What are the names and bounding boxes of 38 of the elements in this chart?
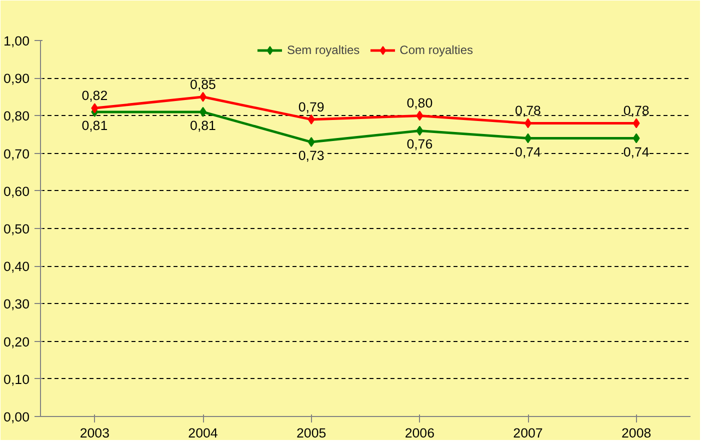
data-label: 0,78	[515, 103, 541, 118]
point	[632, 118, 640, 128]
point	[91, 103, 98, 114]
legend-label: Com royalties	[400, 43, 474, 57]
data-label: 0,81	[82, 118, 108, 133]
point	[632, 133, 640, 144]
y-tick-label: 0,10	[4, 372, 30, 387]
x-tick-label: 2004	[188, 426, 218, 440]
data-label: 0,73	[298, 148, 324, 164]
x-tick-label: 2003	[80, 426, 110, 440]
x-tick-label: 2005	[296, 426, 326, 440]
data-label: 0,79	[298, 99, 324, 114]
y-tick-label: 0,70	[4, 146, 30, 162]
data-label: 0,78	[623, 103, 650, 118]
x-tick-label: 2006	[404, 426, 434, 440]
y-tick-label: 1,00	[4, 34, 30, 48]
y-tick-label: 0,50	[4, 222, 30, 236]
data-label: 0,76	[406, 136, 433, 152]
data-label: 0,85	[190, 76, 216, 92]
point	[416, 110, 424, 121]
y-tick-label: 0,40	[4, 259, 30, 274]
y-tick-label: 0,30	[4, 296, 30, 312]
legend-label: Sem royalties	[286, 43, 360, 57]
data-label: 0,81	[190, 118, 216, 133]
y-tick-label: 0,00	[4, 410, 30, 424]
data-label: 0,80	[406, 96, 433, 111]
point	[308, 114, 315, 124]
data-label: 0,74	[515, 144, 542, 160]
x-tick-label: 2008	[622, 426, 652, 440]
data-label: 0,74	[623, 144, 650, 160]
point	[308, 137, 315, 148]
y-tick-label: 0,20	[4, 334, 30, 350]
y-tick-label: 0,90	[4, 71, 30, 86]
point	[416, 126, 424, 136]
y-tick-label: 0,80	[4, 108, 30, 124]
data-label: 0,82	[82, 88, 108, 104]
y-tick-label: 0,60	[4, 184, 30, 199]
x-tick-label: 2007	[513, 426, 543, 440]
